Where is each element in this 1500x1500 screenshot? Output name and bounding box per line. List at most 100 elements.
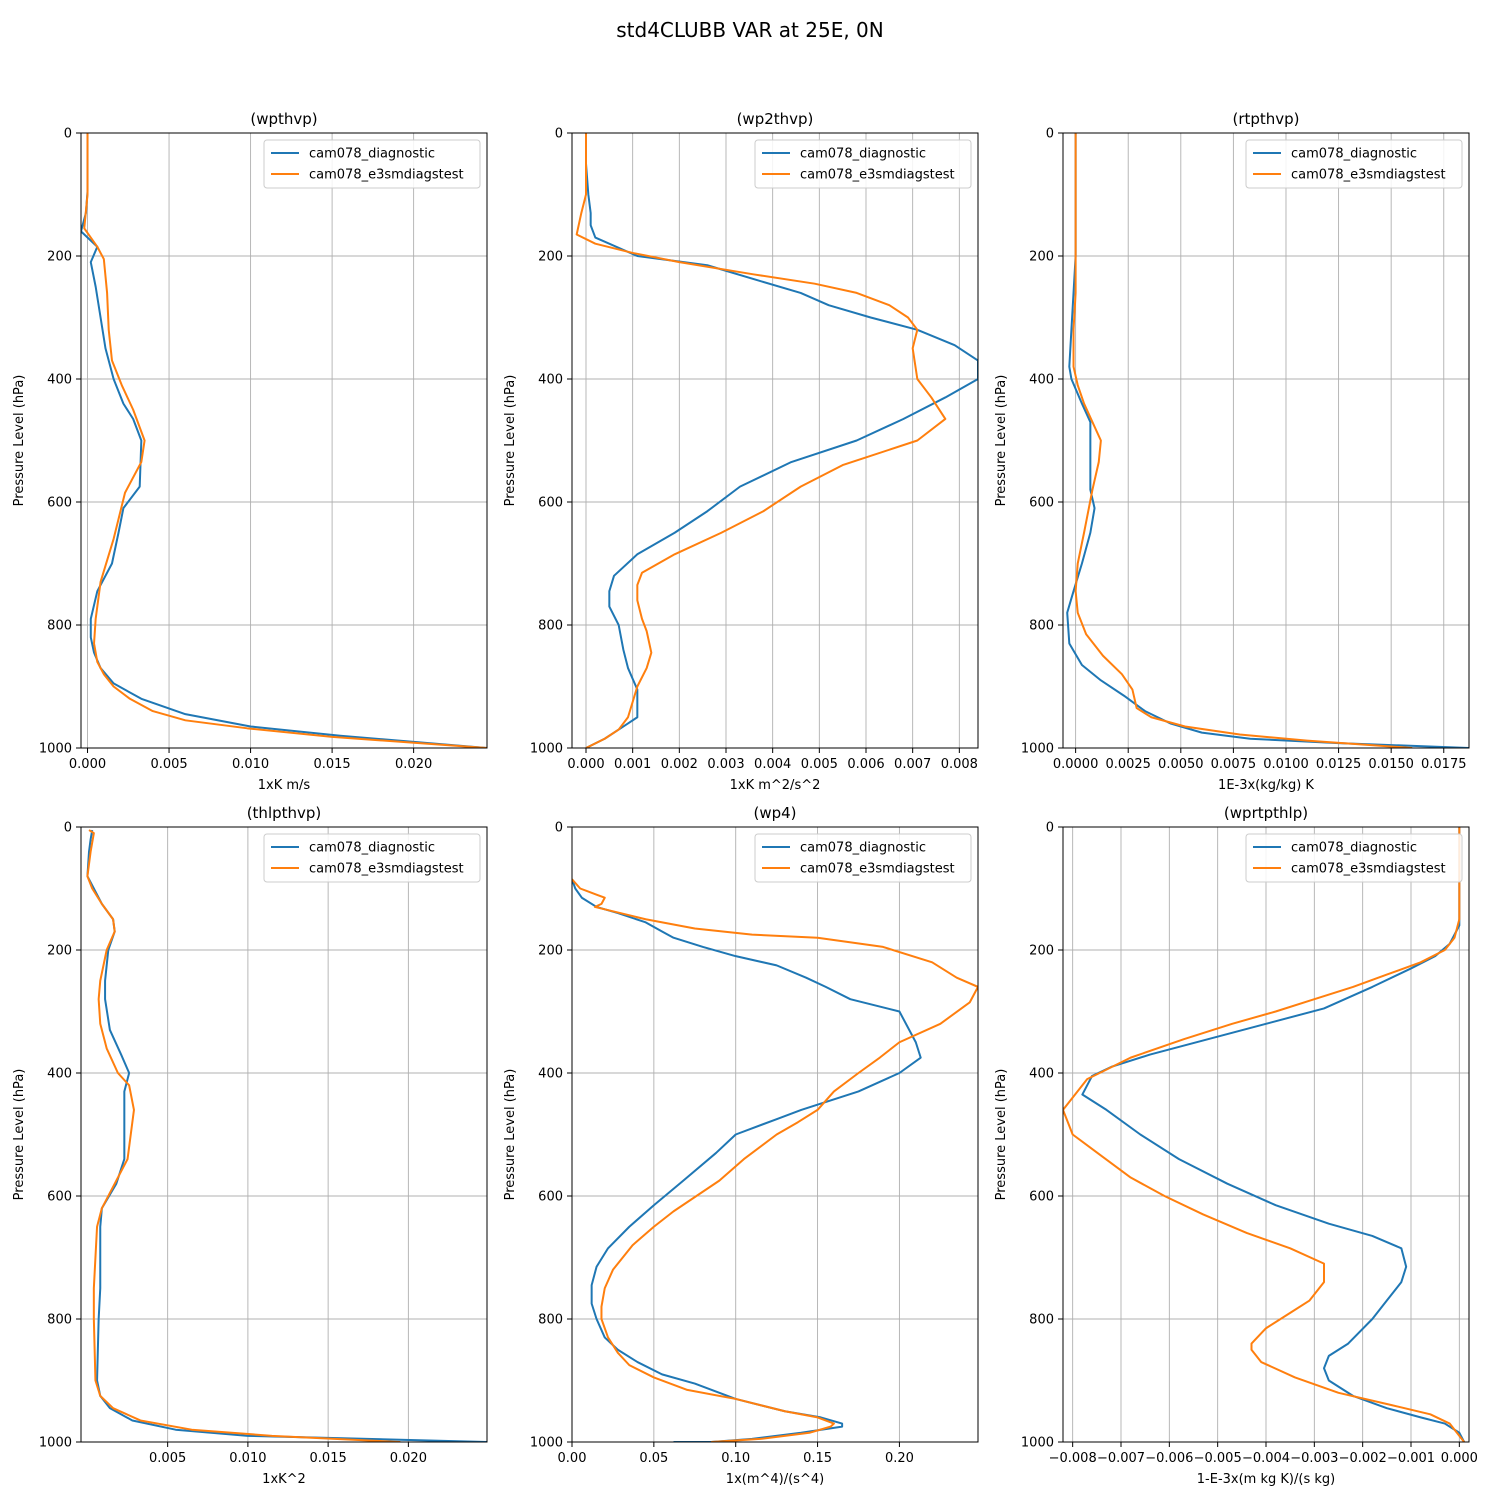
y-axis-label: Pressure Level (hPa)	[12, 1069, 27, 1201]
series-line-0	[1081, 827, 1466, 1442]
y-tick-label: 400	[1029, 373, 1054, 388]
legend-label: cam078_diagnostic	[1291, 147, 1417, 162]
panels: 0.000 0.005 0.010 0.015 0.020020040060080010…	[12, 110, 1478, 1487]
y-tick-label: 200	[538, 250, 563, 265]
x-tick-label: 0.10	[721, 1451, 750, 1466]
x-tick-label: 0.0075	[1211, 757, 1257, 772]
series-line-1	[572, 878, 978, 1442]
y-tick-label: 400	[47, 1067, 72, 1082]
y-tick-label: 600	[538, 496, 563, 511]
series-line-1	[1072, 133, 1413, 748]
legend-label: cam078_e3smdiagstest	[800, 862, 955, 877]
panel-title: (wp2thvp)	[737, 110, 814, 128]
y-tick-label: 200	[47, 944, 72, 959]
x-tick-label: 0.0025	[1105, 757, 1151, 772]
x-tick-label: 0.000	[1441, 1451, 1478, 1466]
legend: cam078_diagnostic cam078_e3smdiagstest	[263, 139, 481, 189]
series-line-0	[81, 133, 487, 748]
x-tick-label: 0.20	[885, 1451, 914, 1466]
x-tick-label: 0.005	[801, 757, 838, 772]
panel-title: (thlpthvp)	[247, 804, 322, 822]
x-tick-label: 0.0175	[1421, 757, 1467, 772]
y-tick-label: 1000	[39, 742, 72, 757]
y-tick-label: 0	[64, 821, 72, 836]
y-tick-label: 1000	[1021, 742, 1054, 757]
y-tick-label: 600	[1029, 1190, 1054, 1205]
y-tick-label: 200	[1029, 250, 1054, 265]
x-tick-label: −0.002	[1339, 1451, 1387, 1466]
legend-label: cam078_diagnostic	[309, 147, 435, 162]
x-tick-label: 0.005	[149, 1451, 186, 1466]
x-tick-label: 0.015	[310, 1451, 347, 1466]
x-axis-label: 1xK m/s	[258, 778, 311, 793]
panel-1: 0.000 0.001 0.002 0.003 0.004 0.005 0.006 0.007…	[503, 110, 979, 793]
y-tick-label: 400	[538, 1067, 563, 1082]
x-tick-label: −0.007	[1097, 1451, 1145, 1466]
x-tick-label: 0.0050	[1158, 757, 1204, 772]
x-tick-label: 0.010	[232, 757, 269, 772]
legend-label: cam078_diagnostic	[800, 147, 926, 162]
y-tick-label: 800	[47, 619, 72, 634]
legend: cam078_diagnostic cam078_e3smdiagstest	[1245, 833, 1463, 883]
x-tick-label: 0.15	[803, 1451, 832, 1466]
series-line-1	[1063, 827, 1465, 1442]
y-axis-label: Pressure Level (hPa)	[12, 375, 27, 507]
y-axis-label: Pressure Level (hPa)	[994, 375, 1009, 507]
x-tick-label: 0.010	[229, 1451, 266, 1466]
x-tick-label: −0.001	[1387, 1451, 1435, 1466]
y-tick-label: 200	[1029, 944, 1054, 959]
x-axis-label: 1x(m^4)/(s^4)	[726, 1472, 824, 1487]
x-tick-label: 0.004	[754, 757, 791, 772]
x-tick-label: 0.005	[150, 757, 187, 772]
legend-label: cam078_e3smdiagstest	[309, 862, 464, 877]
x-axis-label: 1xK^2	[262, 1472, 306, 1487]
legend: cam078_diagnostic cam078_e3smdiagstest	[754, 833, 972, 883]
y-tick-label: 600	[538, 1190, 563, 1205]
legend-box	[263, 139, 481, 189]
x-tick-label: 0.003	[707, 757, 744, 772]
y-tick-label: 400	[538, 373, 563, 388]
legend-box	[1245, 833, 1463, 883]
series-line-1	[86, 829, 401, 1442]
legend-label: cam078_diagnostic	[1291, 841, 1417, 856]
y-tick-label: 800	[538, 619, 563, 634]
y-tick-label: 1000	[1021, 1436, 1054, 1451]
axes-frame	[1062, 132, 1470, 749]
y-tick-label: 400	[47, 373, 72, 388]
series-line-1	[83, 133, 487, 748]
x-tick-label: 0.006	[847, 757, 884, 772]
y-tick-label: 600	[1029, 496, 1054, 511]
x-tick-label: 0.015	[313, 757, 350, 772]
y-tick-label: 0	[555, 127, 563, 142]
x-tick-label: 0.002	[661, 757, 698, 772]
panel-title: (wp4)	[753, 804, 796, 822]
x-tick-label: 0.008	[941, 757, 978, 772]
y-tick-label: 1000	[530, 742, 563, 757]
x-tick-label: 0.000	[69, 757, 106, 772]
y-tick-label: 1000	[530, 1436, 563, 1451]
y-tick-label: 600	[47, 496, 72, 511]
x-tick-label: −0.003	[1290, 1451, 1338, 1466]
y-tick-label: 800	[1029, 1313, 1054, 1328]
panel-2: 0.0000 0.0025 0.0050 0.0075 0.0100 0.0125 0.01…	[994, 110, 1470, 793]
y-tick-label: 0	[1046, 127, 1054, 142]
legend-box	[1245, 139, 1463, 189]
legend-label: cam078_diagnostic	[309, 841, 435, 856]
legend: cam078_diagnostic cam078_e3smdiagstest	[1245, 139, 1463, 189]
legend: cam078_diagnostic cam078_e3smdiagstest	[263, 833, 481, 883]
panel-title: (rtpthvp)	[1232, 110, 1299, 128]
y-tick-label: 200	[538, 944, 563, 959]
x-tick-label: −0.004	[1242, 1451, 1290, 1466]
y-tick-label: 400	[1029, 1067, 1054, 1082]
legend-box	[754, 833, 972, 883]
y-tick-label: 800	[538, 1313, 563, 1328]
y-axis-label: Pressure Level (hPa)	[503, 1069, 518, 1201]
legend-label: cam078_e3smdiagstest	[800, 168, 955, 183]
x-tick-label: 0.007	[894, 757, 931, 772]
panel-5: −0.008 −0.007 −0.006 −0.005 −0.004 −0.003 −0.0…	[994, 804, 1478, 1487]
x-tick-label: −0.008	[1049, 1451, 1097, 1466]
x-tick-label: 0.000	[567, 757, 604, 772]
x-tick-label: 0.0150	[1368, 757, 1414, 772]
panel-4: 0.00 0.05 0.10 0.15 0.20 0 200 400 600 800 1000 (wp…	[503, 804, 979, 1487]
